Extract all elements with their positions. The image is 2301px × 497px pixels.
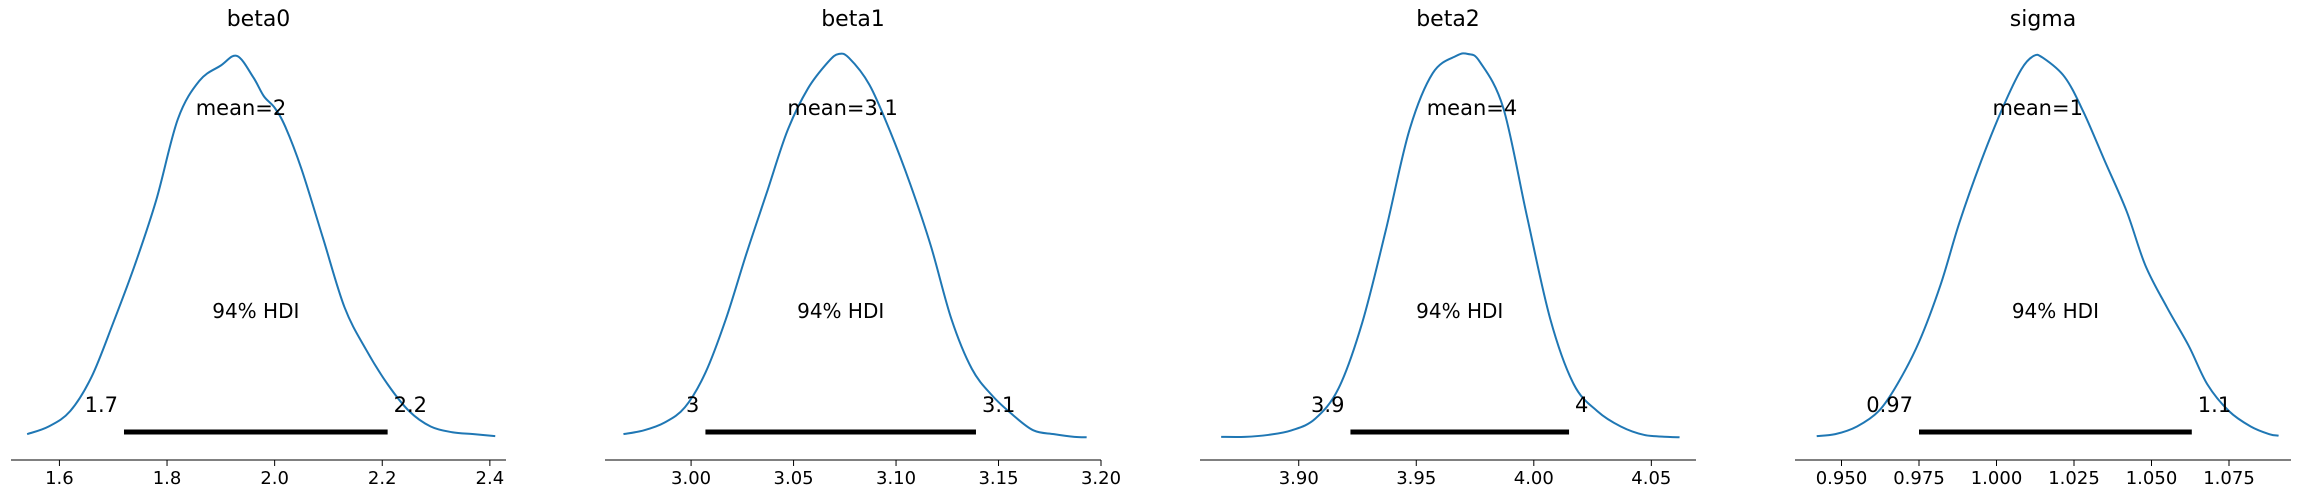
x-tick-label: 3.05	[774, 468, 814, 489]
subplot-title: sigma	[2010, 7, 2076, 32]
x-tick-label: 3.90	[1279, 468, 1319, 489]
subplot-beta1: beta1 3.00 3.05 3.10 3.15 3.20 3 3.1 94% HDI mean…	[605, 7, 1121, 489]
x-tick-label: 3.10	[876, 468, 916, 489]
subplot-beta2: beta2 3.90 3.95 4.00 4.05 3.9 4 94% HDI mean=4	[1200, 7, 1696, 489]
subplot-title: beta1	[821, 7, 885, 32]
x-tick-label: 1.025	[2048, 468, 2100, 489]
x-tick-label: 4.00	[1514, 468, 1554, 489]
subplot-title: beta0	[227, 7, 291, 32]
subplot-title: beta2	[1416, 7, 1480, 32]
hdi-low-label: 0.97	[1866, 393, 1913, 417]
x-tick-label: 2.2	[368, 468, 397, 489]
x-tick-label: 1.075	[2203, 468, 2255, 489]
mean-label: mean=2	[196, 96, 287, 120]
density-line	[1816, 53, 2279, 438]
x-tick-label: 3.15	[978, 468, 1018, 489]
x-tick-label: 3.20	[1081, 468, 1121, 489]
density-line	[623, 52, 1087, 439]
hdi-caption: 94% HDI	[1416, 299, 1503, 323]
density-line	[1221, 52, 1680, 439]
x-tick-label: 0.975	[1893, 468, 1945, 489]
hdi-high-label: 2.2	[394, 393, 427, 417]
x-tick-label: 2.4	[476, 468, 505, 489]
subplot-sigma: sigma 0.950 0.975 1.000 1.025 1.050 1.075 0.97 1…	[1795, 7, 2291, 489]
hdi-caption: 94% HDI	[2012, 299, 2099, 323]
hdi-caption: 94% HDI	[212, 299, 299, 323]
hdi-low-label: 1.7	[85, 393, 118, 417]
x-tick-label: 3.00	[671, 468, 711, 489]
mean-label: mean=3.1	[787, 96, 898, 120]
x-tick-label: 2.0	[260, 468, 289, 489]
density-line	[26, 54, 496, 438]
x-tick-label: 4.05	[1631, 468, 1671, 489]
x-tick-label: 1.8	[153, 468, 182, 489]
x-tick-label: 0.950	[1816, 468, 1868, 489]
mean-label: mean=4	[1427, 96, 1518, 120]
x-tick-label: 1.050	[2126, 468, 2178, 489]
hdi-high-label: 1.1	[2198, 393, 2231, 417]
x-tick-label: 3.95	[1396, 468, 1436, 489]
mean-label: mean=1	[1992, 96, 2083, 120]
hdi-caption: 94% HDI	[797, 299, 884, 323]
subplot-beta0: beta0 1.6 1.8 2.0 2.2 2.4 1.7 2.2 94% HDI mean=2	[11, 7, 506, 489]
hdi-low-label: 3.9	[1311, 393, 1344, 417]
hdi-low-label: 3	[686, 393, 699, 417]
x-tick-label: 1.6	[45, 468, 74, 489]
x-tick-label: 1.000	[1971, 468, 2023, 489]
hdi-high-label: 3.1	[982, 393, 1015, 417]
hdi-high-label: 4	[1575, 393, 1588, 417]
